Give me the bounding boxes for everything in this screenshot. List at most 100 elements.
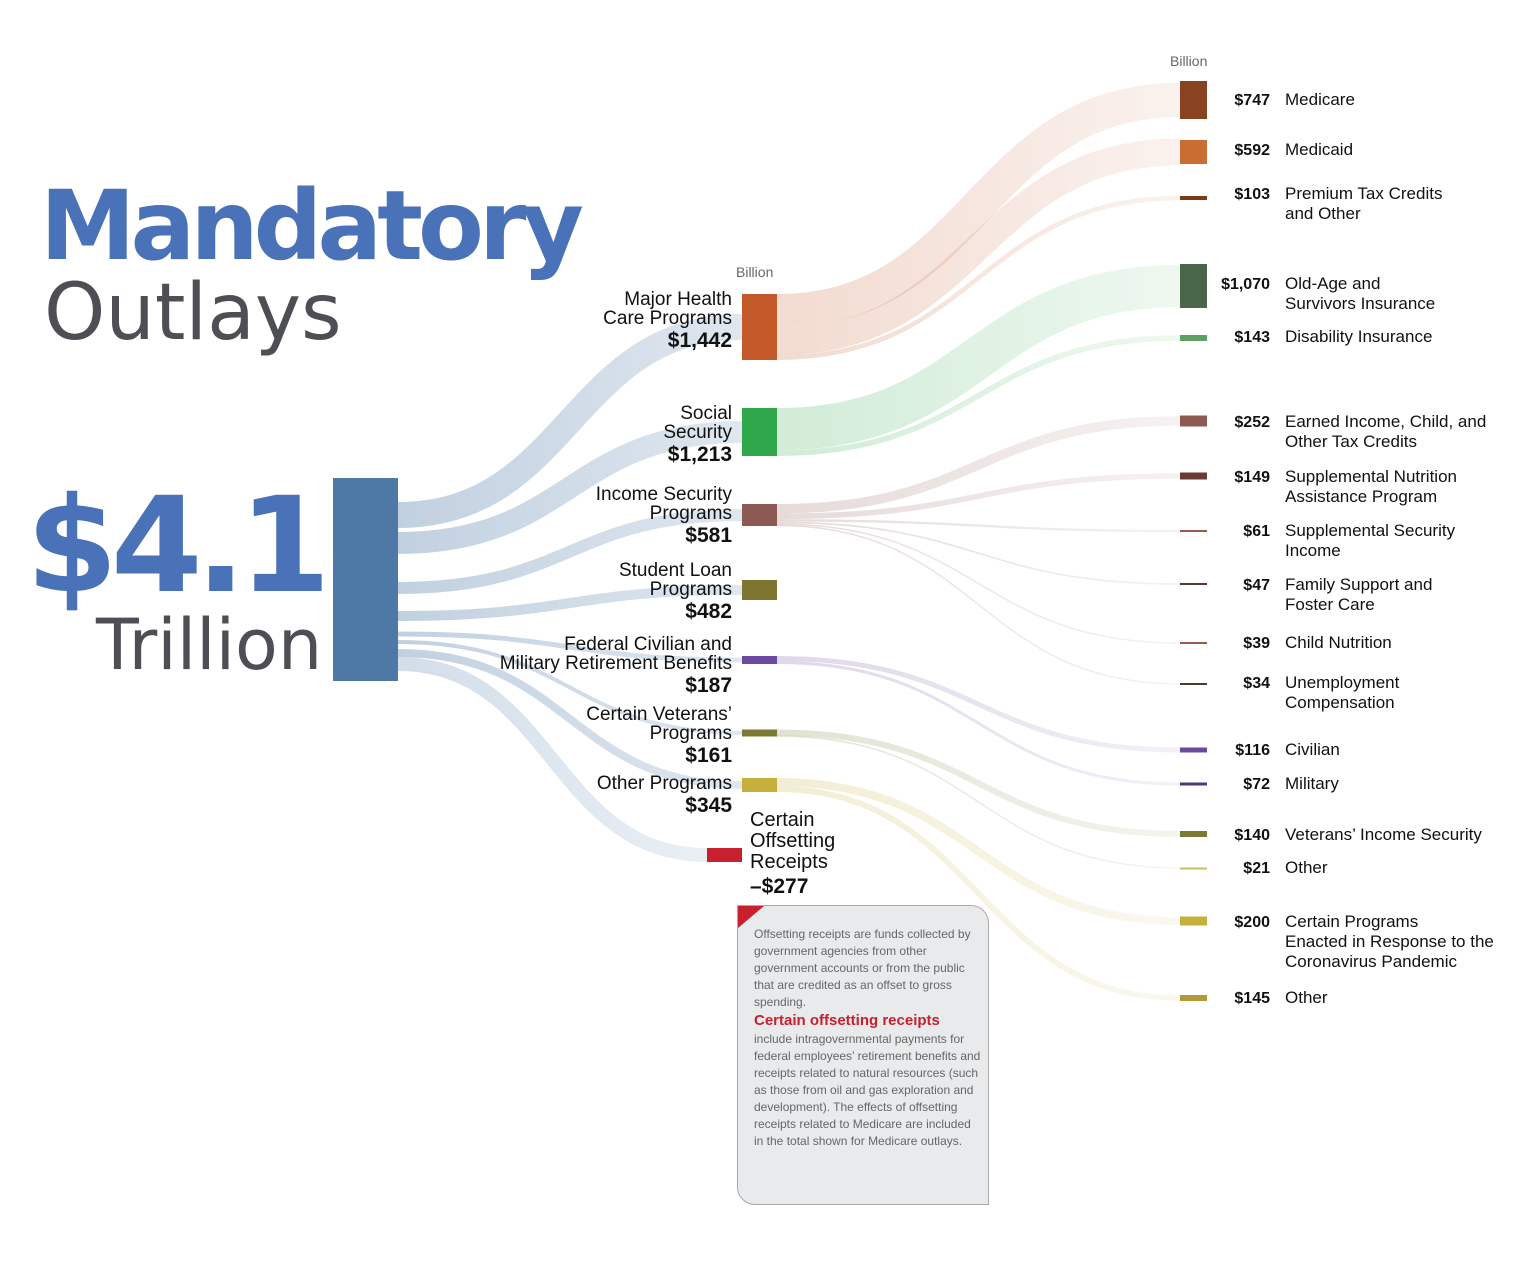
subcategory-node-social-0: [1180, 264, 1207, 308]
link-health: [397, 314, 743, 528]
subcategory-label: Family Support and Foster Care: [1285, 575, 1432, 615]
subcategory-label: Veterans’ Income Security: [1285, 825, 1482, 845]
category-label-line: Care Programs: [603, 308, 732, 329]
callout-body: include intragovernmental payments for f…: [754, 1032, 981, 1148]
subcategory-label: Other: [1285, 858, 1328, 878]
category-label-line: Military Retirement Benefits: [499, 653, 732, 674]
callout-intro: Offsetting receipts are funds collected …: [754, 927, 971, 1009]
category-node-retirement: [742, 656, 777, 664]
subcategory-node-other-0: [1180, 916, 1207, 926]
link-social: [397, 421, 743, 554]
subcategory-node-retirement-0: [1180, 747, 1207, 753]
link-veterans-0: [776, 729, 1181, 838]
subcategory-label-line: Family Support and: [1285, 575, 1433, 594]
category-links: [776, 82, 1181, 1001]
subcategory-label-line: Assistance Program: [1285, 487, 1438, 506]
link-health-2: [776, 195, 1181, 361]
link-income-3: [776, 521, 1181, 585]
callout-corner-marker: [738, 906, 764, 928]
subcategory-label-line: Other: [1285, 858, 1328, 877]
subcategory-label-line: Veterans’ Income Security: [1285, 825, 1482, 844]
subcategory-label: Military: [1285, 774, 1339, 794]
category-label-line: Social: [680, 403, 732, 424]
offset-node: [707, 848, 742, 862]
subcategory-label-line: Child Nutrition: [1285, 633, 1392, 652]
category-label-social: Social Security $1,213: [663, 404, 732, 467]
subcategory-node-income-1: [1180, 472, 1207, 480]
category-node-other: [742, 778, 777, 792]
category-value: $161: [685, 744, 732, 767]
subcategory-label: Disability Insurance: [1285, 327, 1432, 347]
category-label-other: Other Programs $345: [597, 774, 732, 818]
link-other-1: [776, 786, 1181, 1001]
subcategory-value: $61: [1243, 523, 1270, 540]
subcategory-label: Earned Income, Child, and Other Tax Credi…: [1285, 412, 1486, 452]
subcategory-label: Old-Age and Survivors Insurance: [1285, 274, 1435, 314]
subcategory-label-line: Premium Tax Credits: [1285, 184, 1443, 203]
title-main: Mandatory: [40, 170, 584, 282]
total-unit: Trillion: [96, 604, 323, 686]
subcategory-node-retirement-1: [1180, 782, 1207, 786]
category-label-veterans: Certain Veterans’ Programs $161: [586, 705, 732, 768]
link-social-0: [776, 264, 1181, 451]
subcategory-label: Civilian: [1285, 740, 1340, 760]
nodes: [333, 81, 1207, 1001]
category-node-social: [742, 408, 777, 456]
subcategory-label: Medicare: [1285, 90, 1355, 110]
link-income: [397, 509, 743, 594]
subcategory-label-line: Compensation: [1285, 693, 1395, 712]
subcategory-value: $143: [1234, 329, 1270, 346]
callout-heading: Certain offsetting receipts: [754, 1012, 940, 1029]
link-income-4: [776, 523, 1181, 644]
link-retirement-0: [776, 655, 1181, 753]
category-label-line: Other Programs: [596, 773, 732, 794]
category-node-income: [742, 504, 777, 526]
subcategory-value: $103: [1234, 186, 1270, 203]
subcategory-value: $1,070: [1221, 276, 1270, 293]
link-offset: [397, 657, 708, 862]
subcategory-node-veterans-1: [1180, 867, 1207, 870]
source-node-total: [333, 478, 398, 681]
subcategory-label: Supplemental Nutrition Assistance Program: [1285, 467, 1457, 507]
subcategory-node-income-3: [1180, 583, 1207, 585]
subcategory-label-line: Disability Insurance: [1285, 327, 1433, 346]
subcategory-node-health-1: [1180, 140, 1207, 164]
subcategory-value: $72: [1243, 776, 1270, 793]
subcategory-node-health-0: [1180, 81, 1207, 119]
category-label-line: Federal Civilian and: [564, 634, 732, 655]
subcategory-label-line: Supplemental Nutrition: [1285, 467, 1457, 486]
link-veterans: [397, 640, 743, 735]
link-retirement: [397, 631, 743, 663]
category-value: $1,442: [667, 329, 732, 352]
subcategory-value: $747: [1234, 92, 1270, 109]
category-label-line: Major Health: [624, 289, 732, 310]
category-label-retirement: Federal Civilian and Military Retirement …: [500, 635, 732, 698]
subcategory-value: $21: [1243, 860, 1270, 877]
category-node-student: [742, 580, 777, 600]
link-social-1: [776, 335, 1181, 457]
category-value: $345: [685, 794, 732, 817]
title-sub: Outlays: [44, 268, 342, 358]
category-label-line: Certain Veterans’: [586, 704, 732, 725]
category-label-line: Programs: [649, 503, 732, 524]
subcategory-node-income-4: [1180, 642, 1207, 644]
offset-label-line: Certain: [750, 809, 815, 831]
subcategory-label-line: Survivors Insurance: [1285, 294, 1436, 313]
offsetting-receipts-callout: Offsetting receipts are funds collected …: [737, 905, 989, 1205]
category-label-line: Income Security: [595, 484, 732, 505]
link-retirement-1: [776, 660, 1181, 786]
link-income-1: [776, 473, 1181, 520]
subcategory-value: $39: [1243, 635, 1270, 652]
subcategory-value: $200: [1234, 914, 1270, 931]
link-income-0: [776, 416, 1181, 514]
offset-label-line: Offsetting: [750, 830, 836, 852]
link-other-0: [776, 778, 1181, 926]
subcategory-label-line: Coronavirus Pandemic: [1285, 952, 1457, 971]
subcategory-label-line: Other: [1285, 988, 1328, 1007]
subcategory-label-line: Other Tax Credits: [1285, 432, 1417, 451]
subcategory-label: Certain Programs Enacted in Response to t…: [1285, 912, 1494, 972]
category-label-line: Programs: [649, 723, 732, 744]
subcategory-value: $47: [1243, 577, 1270, 594]
category-value: $581: [685, 524, 732, 547]
subcategory-label: Medicaid: [1285, 140, 1353, 160]
